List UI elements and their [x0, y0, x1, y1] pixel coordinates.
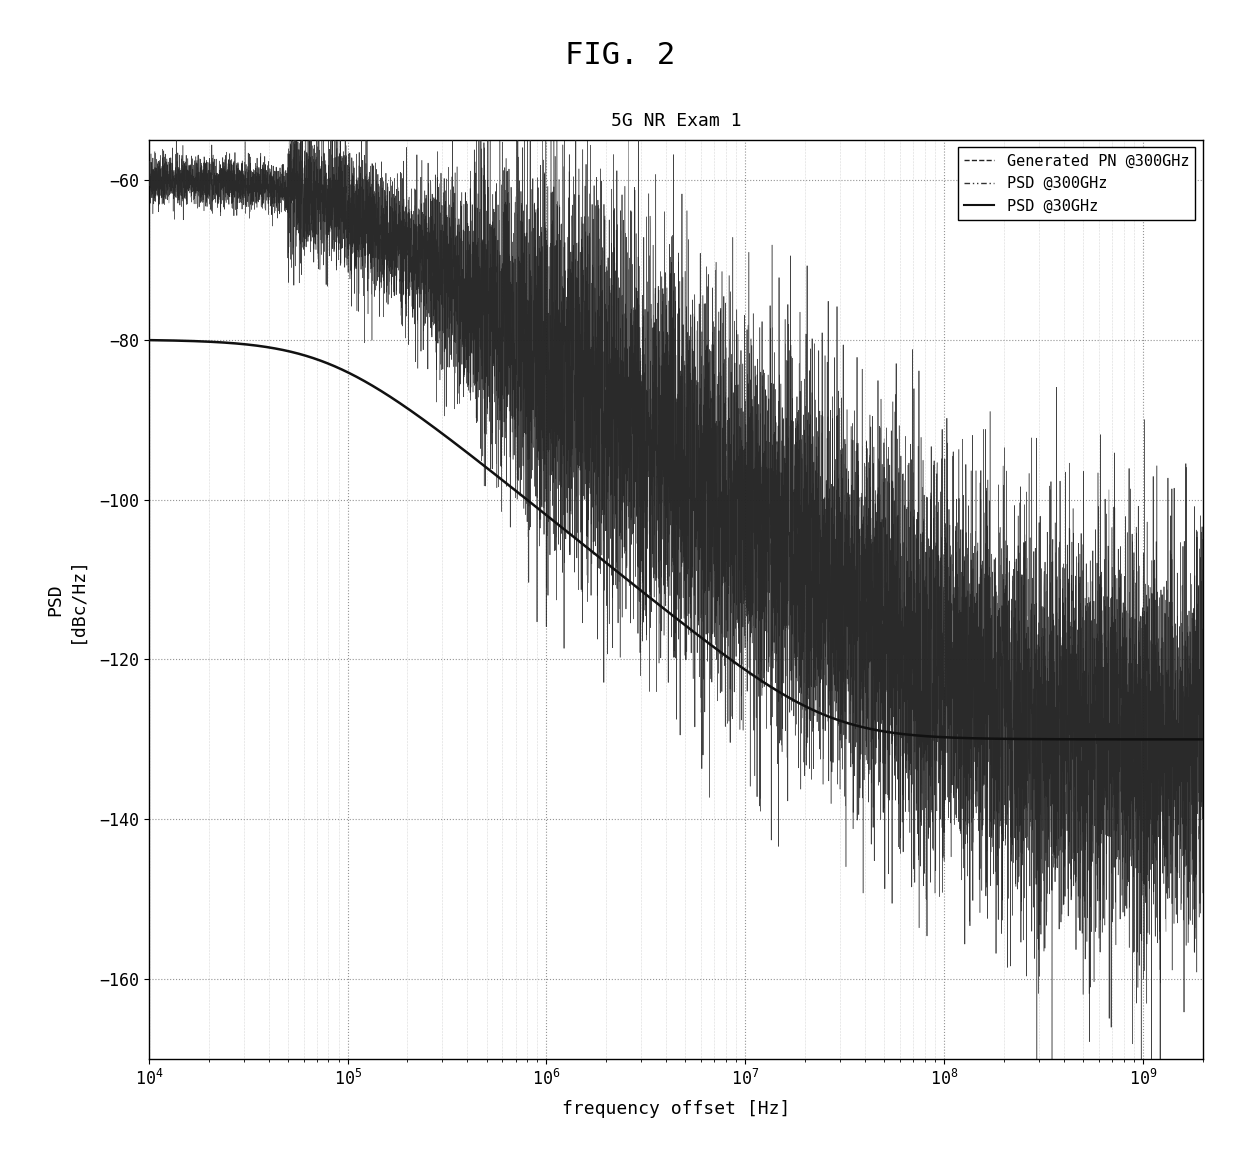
PSD @30GHz: [923, 730, 937, 744]
PSD @300GHz: [195, 180, 210, 194]
Generated PN @300GHz: [978, 880, 993, 894]
PSD @30GHz: [141, 333, 156, 347]
Generated PN @300GHz: [765, 502, 780, 516]
Legend: Generated PN @300GHz, PSD @300GHz, PSD @30GHz: Generated PN @300GHz, PSD @300GHz, PSD @…: [957, 148, 1195, 220]
PSD @300GHz: [811, 724, 826, 738]
PSD @300GHz: [141, 186, 156, 200]
PSD @300GHz: [1195, 622, 1210, 636]
Y-axis label: PSD
[dBc/Hz]: PSD [dBc/Hz]: [46, 556, 86, 643]
PSD @30GHz: [195, 334, 210, 348]
PSD @30GHz: [1195, 732, 1210, 746]
Generated PN @300GHz: [923, 730, 937, 744]
PSD @300GHz: [765, 321, 780, 335]
Line: PSD @300GHz: PSD @300GHz: [149, 140, 1203, 1059]
Generated PN @300GHz: [523, 183, 538, 197]
X-axis label: frequency offset [Hz]: frequency offset [Hz]: [562, 1100, 790, 1119]
PSD @300GHz: [978, 683, 993, 697]
PSD @300GHz: [1029, 1052, 1044, 1066]
Line: PSD @30GHz: PSD @30GHz: [149, 340, 1203, 739]
PSD @300GHz: [285, 133, 300, 147]
Generated PN @300GHz: [811, 669, 826, 683]
Generated PN @300GHz: [141, 168, 156, 182]
Generated PN @300GHz: [1145, 1052, 1159, 1066]
Title: 5G NR Exam 1: 5G NR Exam 1: [610, 112, 742, 130]
Generated PN @300GHz: [195, 173, 210, 187]
PSD @30GHz: [765, 681, 780, 695]
Generated PN @300GHz: [1195, 532, 1210, 546]
Line: Generated PN @300GHz: Generated PN @300GHz: [149, 140, 1203, 1059]
PSD @300GHz: [523, 279, 538, 293]
PSD @300GHz: [923, 592, 937, 606]
PSD @30GHz: [523, 496, 538, 510]
Generated PN @300GHz: [169, 133, 184, 147]
PSD @30GHz: [978, 732, 993, 746]
PSD @30GHz: [811, 705, 826, 719]
Text: FIG. 2: FIG. 2: [565, 41, 675, 70]
